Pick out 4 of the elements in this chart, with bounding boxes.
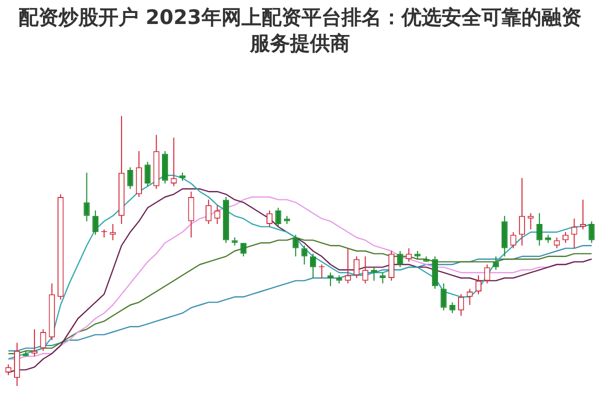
chart-title: 配资炒股开户 2023年网上配资平台排名：优选安全可靠的融资服务提供商 — [18, 4, 582, 56]
candlestick — [571, 218, 578, 248]
candlestick — [466, 288, 473, 305]
candlestick — [170, 138, 177, 186]
